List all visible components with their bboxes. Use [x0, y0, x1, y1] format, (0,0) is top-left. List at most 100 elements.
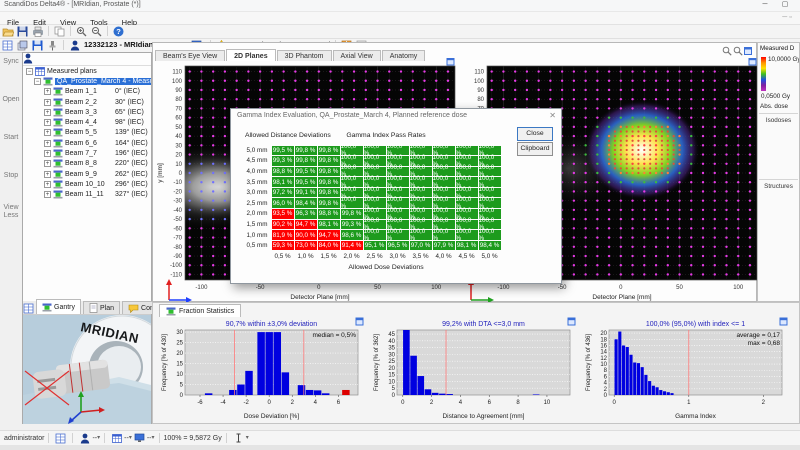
expand-icon[interactable]: + — [44, 160, 51, 168]
grid-icon[interactable] — [23, 302, 34, 314]
tree-beam-beam-3-3[interactable]: + Beam 3_3 65° (IEC) — [23, 107, 151, 117]
svg-text:?: ? — [116, 27, 121, 36]
zoom-out-icon[interactable] — [89, 25, 104, 37]
save-icon[interactable] — [15, 25, 30, 37]
gamma-cell: 98,1 % — [271, 177, 294, 187]
svg-text:8: 8 — [604, 368, 608, 374]
popout-icon — [779, 317, 788, 326]
collapse-icon[interactable]: − — [26, 67, 33, 75]
expand-icon[interactable]: + — [44, 108, 51, 116]
help-icon[interactable]: ? — [111, 25, 126, 37]
expand-icon[interactable]: + — [44, 170, 51, 178]
tree-beam-beam-9-9[interactable]: + Beam 9_9 262° (IEC) — [23, 169, 151, 179]
svg-text:12: 12 — [600, 356, 607, 362]
menu-edit[interactable]: Edit — [33, 18, 47, 27]
gamma-cell: 100,0 % — [455, 164, 478, 178]
layers-icon[interactable] — [15, 39, 30, 51]
svg-text:80: 80 — [175, 97, 182, 103]
tree-beam-beam-11-11[interactable]: + Beam 11_11 327° (IEC) — [23, 190, 151, 200]
rail-sync-button[interactable]: Sync — [3, 58, 19, 65]
mdi-controls[interactable]: ─ ▫ — [782, 14, 792, 21]
pin-icon[interactable] — [45, 39, 60, 51]
menu-tools[interactable]: Tools — [90, 18, 108, 27]
zoom-in-icon[interactable] — [74, 25, 89, 37]
restore-button[interactable]: ▢ — [781, 1, 789, 8]
gamma-col-label: 5,0 % — [481, 252, 498, 260]
svg-text:5: 5 — [180, 383, 184, 389]
histogram-dose-deviation[interactable]: 0 5 10 15 20 25 30 -6 -4 -2 0 2 4 6 90,7% within ±3,0%… — [159, 317, 365, 421]
person-icon[interactable] — [77, 432, 92, 444]
dropdown-arrow[interactable]: ▾ — [151, 435, 155, 441]
minimize-button[interactable]: ─ — [762, 1, 768, 8]
svg-text:average = 0,17: average = 0,17 — [736, 332, 780, 339]
tree-beam-beam-10-10[interactable]: + Beam 10_10 296° (IEC) — [23, 179, 151, 189]
table-icon[interactable] — [109, 432, 124, 444]
rail-open-button[interactable]: Open — [2, 96, 20, 103]
menu-file[interactable]: File — [7, 18, 20, 27]
expand-icon[interactable]: + — [44, 129, 51, 137]
tab-gantry[interactable]: Gantry — [36, 299, 82, 314]
ibeam-icon[interactable] — [231, 432, 246, 444]
folder-open-icon[interactable] — [0, 25, 15, 37]
expand-icon[interactable]: + — [44, 150, 51, 158]
dropdown-arrow[interactable]: ▾ — [97, 435, 101, 441]
beam-label: Beam 7_7 — [65, 150, 97, 158]
collapse-icon[interactable]: − — [34, 77, 41, 85]
tree-root-measured-plans[interactable]: − Measured plans — [23, 66, 151, 76]
tree-beam-beam-8-8[interactable]: + Beam 8_8 220° (IEC) — [23, 159, 151, 169]
clipboard-button[interactable]: Clipboard — [517, 142, 553, 156]
expand-icon[interactable]: + — [44, 88, 51, 96]
tab-3d-phantom[interactable]: 3D Phantom — [276, 50, 332, 61]
expand-icon[interactable]: + — [44, 98, 51, 106]
gamma-cell: 100,0 % — [478, 164, 501, 178]
copy-icon[interactable] — [52, 25, 67, 37]
close-button[interactable]: Close — [517, 127, 553, 141]
tab-plan[interactable]: Plan — [83, 301, 121, 314]
dialog-close-icon[interactable]: ✕ — [549, 111, 556, 120]
grid-icon[interactable] — [0, 39, 15, 51]
print-icon[interactable] — [30, 25, 45, 37]
popout-icon[interactable] — [743, 45, 753, 57]
tree-beam-beam-4-4[interactable]: + Beam 4_4 98° (IEC) — [23, 117, 151, 127]
monitor-mini-icon[interactable] — [132, 432, 147, 444]
menu-view[interactable]: View — [60, 18, 77, 27]
structures-section-label: Structures — [764, 183, 793, 190]
svg-text:-30: -30 — [173, 199, 182, 205]
save-blue-icon[interactable] — [30, 39, 45, 51]
patient-selector[interactable]: 12332123 - MRIdian, Prostate — [84, 40, 188, 49]
magnifier-icon[interactable] — [732, 45, 743, 57]
svg-text:25: 25 — [176, 341, 183, 347]
expand-icon[interactable]: + — [44, 180, 51, 188]
dropdown-arrow[interactable]: ▾ — [245, 435, 249, 441]
menu-help[interactable]: Help — [121, 18, 138, 27]
rail-view-less-button[interactable]: View Less — [3, 204, 19, 219]
svg-text:20: 20 — [388, 366, 395, 372]
tree-beam-beam-2-2[interactable]: + Beam 2_2 30° (IEC) — [23, 97, 151, 107]
svg-text:5: 5 — [392, 386, 396, 392]
grid-icon[interactable] — [53, 432, 68, 444]
tree-beam-beam-6-6[interactable]: + Beam 6_6 164° (IEC) — [23, 138, 151, 148]
svg-text:30: 30 — [176, 330, 183, 336]
gamma-cell: 100,0 % — [455, 207, 478, 221]
histogram-gamma-index[interactable]: 0 2 4 6 8 10 12 14 16 18 20 0 1 2 100,0% (95,0%) with … — [583, 317, 789, 421]
tab-fraction-statistics[interactable]: Fraction Statistics — [159, 304, 242, 318]
rail-start-button[interactable]: Start — [3, 134, 19, 141]
histogram-distance-to-agreement-mm[interactable]: 0 5 10 15 20 25 30 35 40 45 0 2 4 6 8 10 99,2% with DTA … — [371, 317, 577, 421]
expand-icon[interactable]: + — [44, 191, 51, 199]
rail-stop-button[interactable]: Stop — [3, 172, 19, 179]
popout-icon — [748, 58, 757, 66]
dropdown-arrow[interactable]: ▾ — [128, 435, 132, 441]
tree-beam-beam-1-1[interactable]: + Beam 1_1 0° (IEC) — [23, 87, 151, 97]
tree-beam-beam-5-5[interactable]: + Beam 5_5 139° (IEC) — [23, 128, 151, 138]
tab-anatomy[interactable]: Anatomy — [381, 50, 426, 61]
magnifier-icon[interactable] — [721, 45, 732, 57]
tree-plan-item[interactable]: − QA_Prostate_March 4 - Measured2019-03-1… — [23, 76, 151, 86]
gamma-row-label: 3,5 mm — [246, 178, 268, 186]
tree-beam-beam-7-7[interactable]: + Beam 7_7 196° (IEC) — [23, 148, 151, 158]
expand-icon[interactable]: + — [44, 139, 51, 147]
tab-beam-s-eye-view[interactable]: Beam's Eye View — [155, 50, 226, 61]
expand-icon[interactable]: + — [44, 119, 51, 127]
popout-icon — [446, 58, 455, 66]
tab-2d-planes[interactable]: 2D Planes — [226, 49, 276, 61]
tab-axial-view[interactable]: Axial View — [332, 50, 381, 61]
